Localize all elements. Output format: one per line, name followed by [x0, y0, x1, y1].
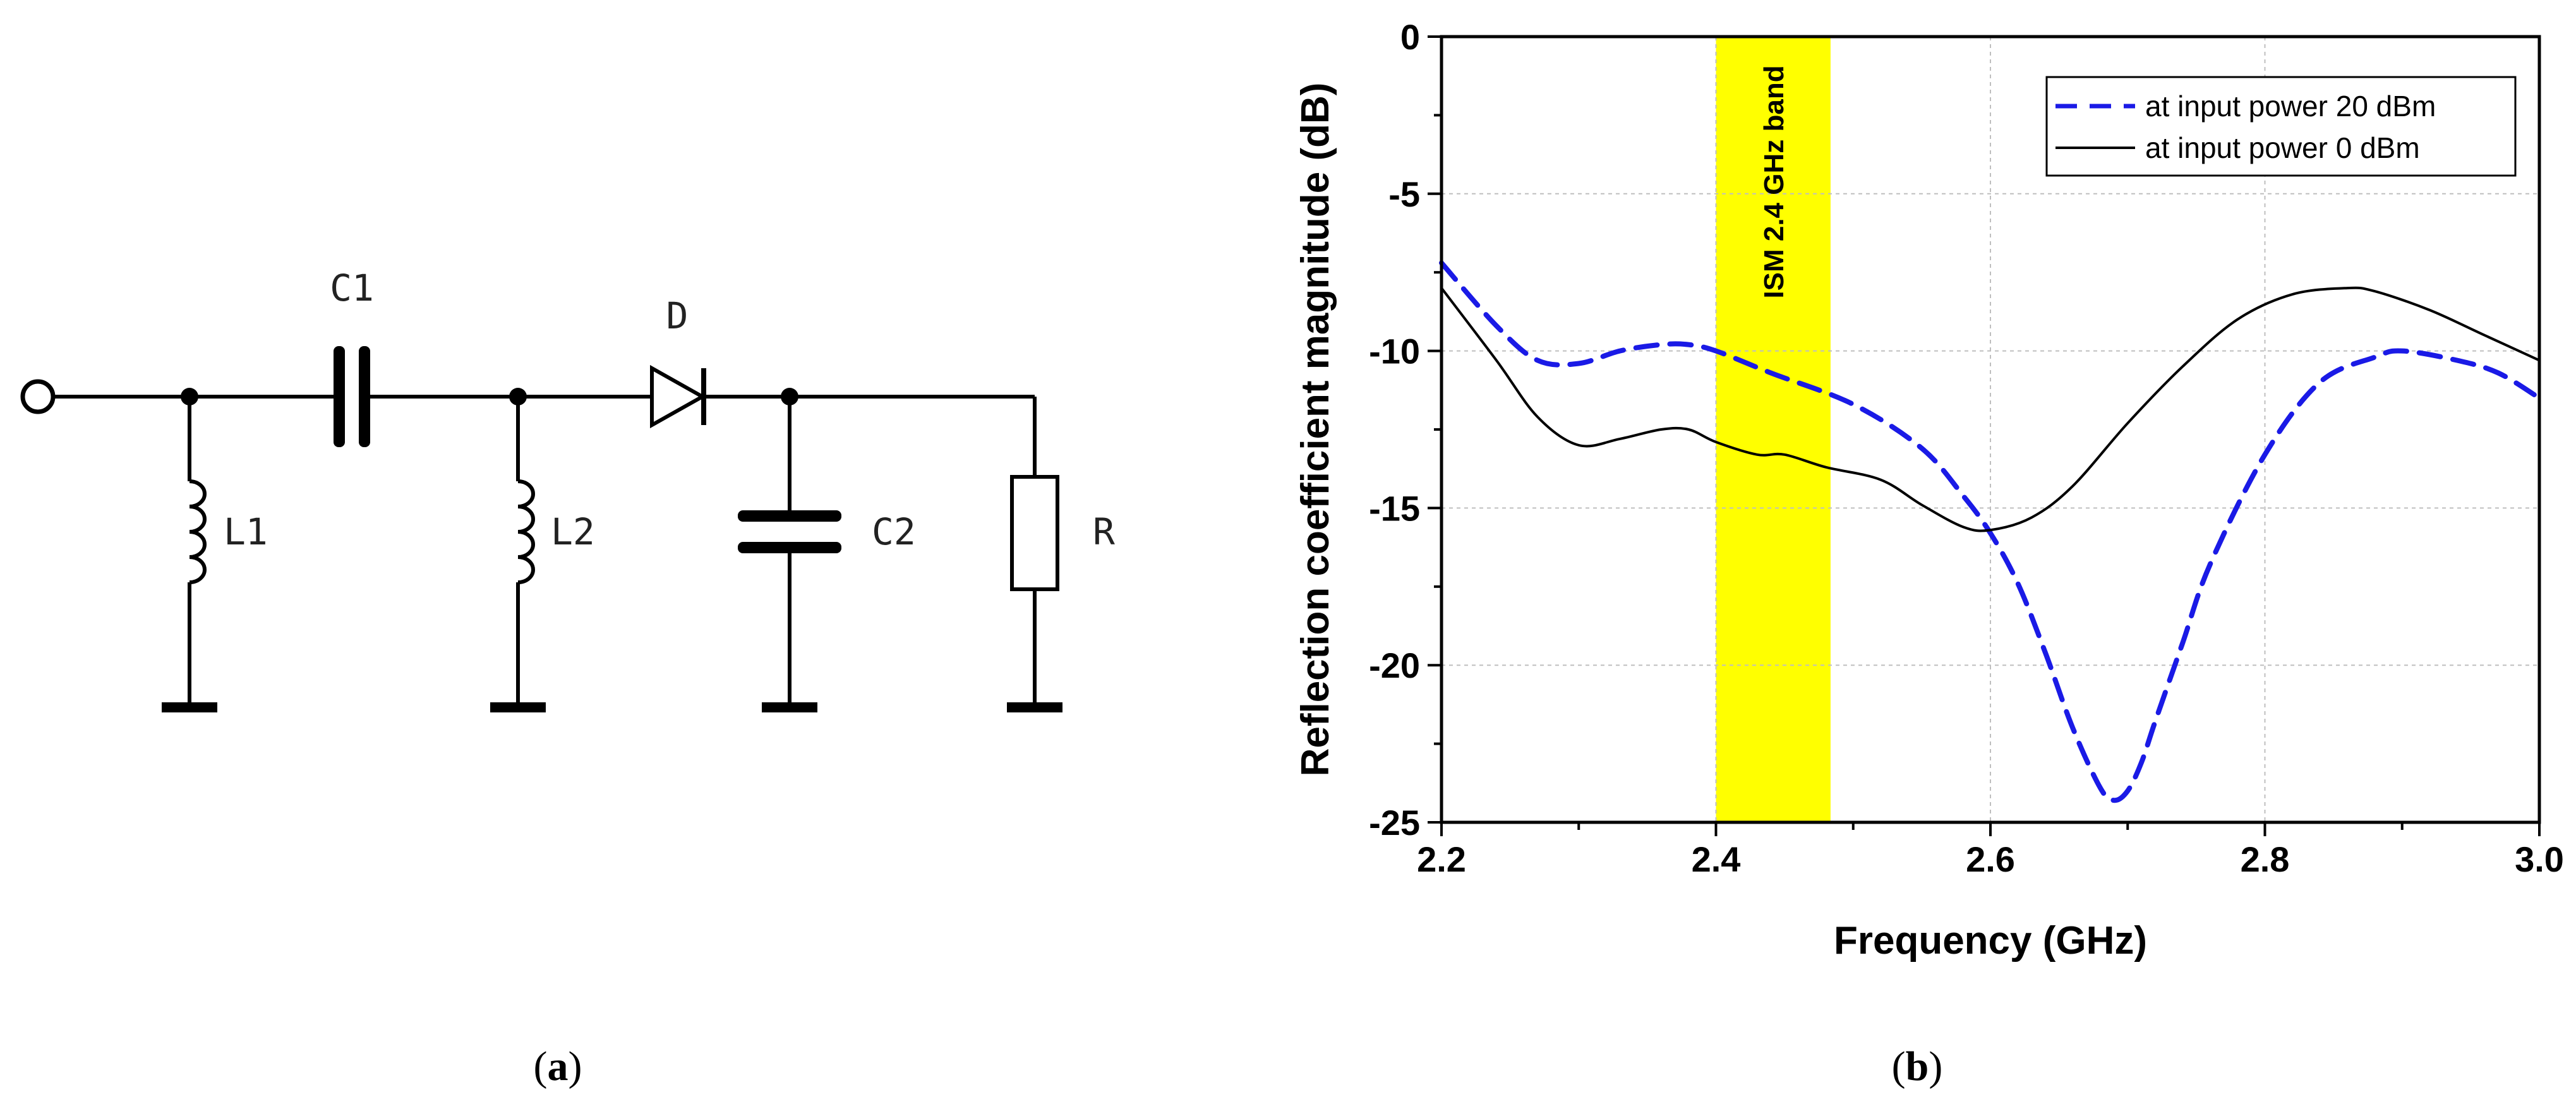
ism-band-highlight	[1716, 37, 1831, 822]
label-d: D	[666, 294, 689, 337]
x-tick-label: 2.8	[2241, 839, 2290, 879]
x-axis-label: Frequency (GHz)	[1834, 919, 2147, 963]
inductor-l1-coil	[189, 479, 207, 584]
label-r: R	[1093, 510, 1115, 553]
y-tick-label: -5	[1388, 174, 1420, 214]
diode-d-body	[650, 364, 707, 429]
legend-label-20dbm: at input power 20 dBm	[2145, 90, 2436, 123]
band-annotation: ISM 2.4 GHz band	[1759, 65, 1790, 298]
y-tick-label: -25	[1369, 803, 1420, 843]
capacitor-c2-plate-bottom	[738, 542, 841, 553]
x-tick-label: 2.2	[1417, 839, 1466, 879]
series-line-20dbm	[1439, 260, 2542, 803]
label-c2: C2	[872, 510, 916, 553]
circuit-schematic	[20, 346, 1062, 712]
y-axis-label: Reflection coefficient magnitude (dB)	[1294, 83, 1337, 777]
capacitor-c2-plate-top	[738, 510, 841, 522]
capacitor-c1-plate-left	[334, 346, 345, 447]
inductor-l2-coil	[517, 479, 535, 584]
y-tick-label: -20	[1369, 645, 1420, 685]
legend-box	[2045, 76, 2517, 177]
legend: at input power 20 dBm at input power 0 d…	[2045, 76, 2517, 177]
label-c1: C1	[330, 267, 374, 309]
resistor-r	[1010, 475, 1059, 591]
series-line-0dbm	[1440, 286, 2541, 532]
y-tick-label: 0	[1400, 17, 1420, 57]
x-tick-label: 3.0	[2515, 839, 2564, 879]
caption-b: (b)	[1892, 1043, 1943, 1089]
label-l1: L1	[224, 510, 268, 553]
x-tick-label: 2.4	[1692, 839, 1741, 879]
input-terminal	[20, 379, 56, 414]
y-tick-label: -15	[1369, 488, 1420, 528]
y-tick-label: -10	[1369, 332, 1420, 371]
caption-a: (a)	[534, 1043, 582, 1089]
legend-label-0dbm: at input power 0 dBm	[2145, 131, 2420, 164]
capacitor-c1-plate-right	[359, 346, 370, 447]
x-tick-label: 2.6	[1966, 839, 2015, 879]
label-l2: L2	[551, 510, 595, 553]
reflection-chart: 2.2 2.4 2.6 2.8 3.0 0 -5 -10 -15 -20 -25 ISM 2.4 G…	[1294, 17, 2564, 963]
